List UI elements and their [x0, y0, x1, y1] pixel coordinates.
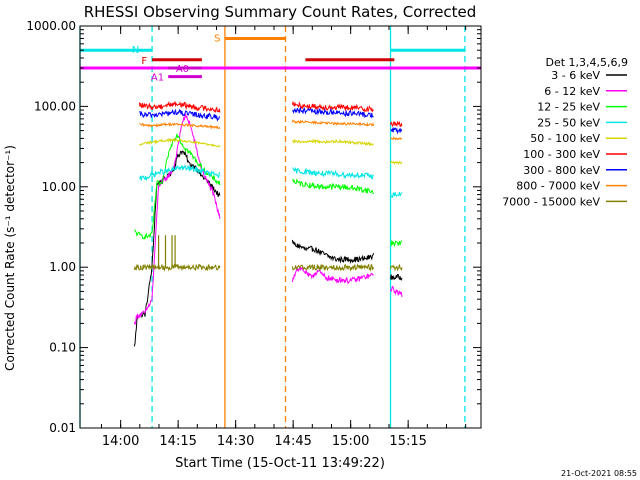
series-line	[133, 112, 221, 325]
x-tick-label: 14:45	[274, 434, 311, 449]
legend-label: 300 - 800 keV	[523, 164, 600, 177]
flag-label: A0	[176, 64, 189, 75]
series-line	[291, 100, 374, 113]
series-line	[139, 108, 221, 122]
flag-bars: N S F A0 A1	[80, 33, 481, 84]
series-line	[138, 138, 221, 148]
series-line	[291, 178, 375, 195]
series-line	[139, 121, 221, 130]
timestamp: 21-Oct-2021 08:55	[561, 469, 637, 478]
x-axis-label: Start Time (15-Oct-11 13:49:22)	[175, 456, 385, 471]
legend-label: 800 - 7000 keV	[516, 180, 600, 193]
legend: 3 - 6 keV 6 - 12 keV 12 - 25 keV 25 - 50 ke…	[502, 69, 627, 208]
series-line	[291, 119, 375, 127]
series-line	[291, 106, 374, 119]
legend-label: 12 - 25 keV	[537, 101, 600, 114]
series-line	[291, 263, 375, 272]
series-line	[390, 285, 403, 298]
series-line	[133, 263, 221, 272]
x-tick-label: 14:15	[159, 434, 196, 449]
y-axis-label: Corrected Count Rate (s⁻¹ detector⁻¹)	[3, 145, 17, 371]
series-line	[292, 166, 375, 180]
y-tick-label: 0.01	[49, 421, 76, 435]
flag-label: S	[214, 33, 220, 44]
x-tick-label: 15:00	[332, 434, 369, 449]
series-line	[390, 264, 403, 272]
legend-label: 50 - 100 keV	[530, 132, 600, 145]
legend-label: 3 - 6 keV	[551, 69, 600, 82]
series-line	[390, 240, 403, 248]
plot-frame	[79, 25, 482, 429]
x-tick-label: 15:15	[389, 434, 426, 449]
y-tick-label: 1.00	[49, 260, 76, 274]
x-tick-label: 14:30	[217, 434, 254, 449]
series-line	[138, 164, 221, 182]
y-tick-label: 100.00	[34, 99, 76, 113]
chart-title: RHESSI Observing Summary Count Rates, Co…	[84, 3, 477, 21]
axes: 1000.00 100.00 10.00 1.00 0.10 0.01 14:00 14:15…	[26, 19, 482, 449]
series-line	[390, 120, 403, 128]
y-tick-label: 10.00	[42, 180, 76, 194]
flag-label: F	[141, 56, 147, 67]
y-tick-label: 0.10	[49, 341, 76, 355]
series-line	[390, 126, 403, 135]
flag-label: A1	[151, 73, 164, 84]
series-line	[292, 138, 374, 147]
series-line	[390, 274, 403, 281]
data-series	[133, 100, 403, 347]
legend-label: 100 - 300 keV	[523, 148, 600, 161]
y-tick-label: 1000.00	[26, 19, 76, 33]
legend-label: 7000 - 15000 keV	[502, 195, 600, 208]
series-line	[390, 191, 403, 199]
series-line	[390, 136, 403, 141]
x-tick-label: 14:00	[102, 434, 139, 449]
legend-label: 25 - 50 keV	[537, 116, 600, 129]
series-line	[390, 160, 403, 166]
flag-label: N	[132, 45, 139, 56]
legend-label: 6 - 12 keV	[544, 85, 600, 98]
legend-header: Det 1,3,4,5,6,9	[545, 56, 628, 69]
series-line	[138, 100, 221, 113]
series-line	[291, 239, 375, 265]
series-line	[291, 266, 374, 285]
